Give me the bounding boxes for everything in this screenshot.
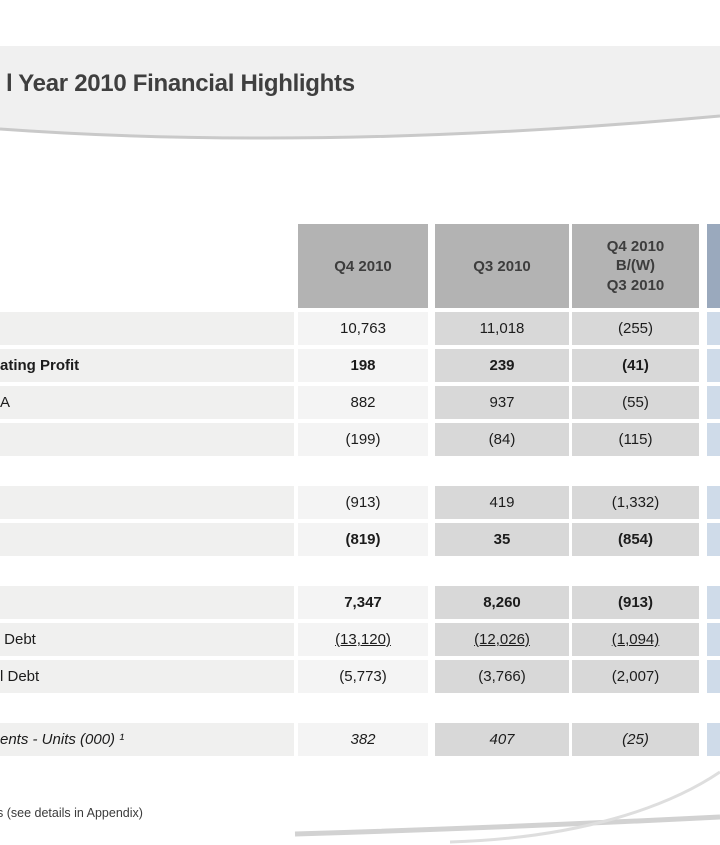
- cell-q4-2010: 7,347: [298, 586, 428, 619]
- cell-q3-2010: 35: [435, 523, 569, 556]
- row-label: [0, 312, 294, 345]
- cell-partial-column: [707, 386, 720, 419]
- table-row: 7,347 8,260 (913): [0, 586, 720, 619]
- table-row: (199) (84) (115): [0, 423, 720, 456]
- table-row: (819) 35 (854): [0, 523, 720, 556]
- cell-partial-column: [707, 660, 720, 693]
- cell-q4-bw-q3: (255): [572, 312, 699, 345]
- cell-q4-bw-q3: (41): [572, 349, 699, 382]
- cell-q4-bw-q3: (25): [572, 723, 699, 756]
- header-q4-bw-q3: Q4 2010 B/(W) Q3 2010: [572, 224, 699, 308]
- table-header-row: Q4 2010 Q3 2010 Q4 2010 B/(W) Q3 2010: [0, 224, 720, 308]
- cell-q3-2010: (84): [435, 423, 569, 456]
- cell-q3-2010: 239: [435, 349, 569, 382]
- cell-q3-2010: (12,026): [435, 623, 569, 656]
- row-label: [0, 523, 294, 556]
- cell-partial-column: [707, 586, 720, 619]
- cell-partial-column: [707, 523, 720, 556]
- cell-q4-bw-q3: (55): [572, 386, 699, 419]
- cell-q3-2010: 937: [435, 386, 569, 419]
- row-separator: [0, 460, 720, 486]
- header-partial-column: [707, 224, 720, 308]
- row-label: l Debt: [0, 660, 294, 693]
- cell-q4-2010: 10,763: [298, 312, 428, 345]
- cell-q4-bw-q3: (854): [572, 523, 699, 556]
- row-label: Debt: [0, 623, 294, 656]
- bottom-swoosh-decoration: [294, 770, 720, 844]
- header-q4-2010: Q4 2010: [298, 224, 428, 308]
- cell-q4-2010: 882: [298, 386, 428, 419]
- cell-partial-column: [707, 349, 720, 382]
- cell-partial-column: [707, 486, 720, 519]
- row-label: [0, 586, 294, 619]
- header-label-spacer: [0, 224, 294, 308]
- row-label: ating Profit: [0, 349, 294, 382]
- row-label: [0, 486, 294, 519]
- cell-partial-column: [707, 623, 720, 656]
- cell-q4-2010: (913): [298, 486, 428, 519]
- cell-q3-2010: 419: [435, 486, 569, 519]
- cell-q4-2010: (13,120): [298, 623, 428, 656]
- cell-q3-2010: (3,766): [435, 660, 569, 693]
- cell-q4-2010: (819): [298, 523, 428, 556]
- table-row: A 882 937 (55): [0, 386, 720, 419]
- cell-partial-column: [707, 312, 720, 345]
- cell-q4-bw-q3: (1,332): [572, 486, 699, 519]
- cell-partial-column: [707, 723, 720, 756]
- row-label: A: [0, 386, 294, 419]
- table-row: ating Profit 198 239 (41): [0, 349, 720, 382]
- table-body: 10,763 11,018 (255) ating Profit 198 239 (41) A…: [0, 312, 720, 756]
- row-label: [0, 423, 294, 456]
- table-row: Debt (13,120) (12,026) (1,094): [0, 623, 720, 656]
- slide-title: l Year 2010 Financial Highlights: [6, 70, 355, 97]
- cell-q4-bw-q3: (2,007): [572, 660, 699, 693]
- cell-q4-2010: (5,773): [298, 660, 428, 693]
- table-row: ents - Units (000) ¹ 382 407 (25): [0, 723, 720, 756]
- footnote: s (see details in Appendix): [0, 806, 143, 820]
- table-row: l Debt (5,773) (3,766) (2,007): [0, 660, 720, 693]
- row-label: ents - Units (000) ¹: [0, 723, 294, 756]
- cell-q3-2010: 11,018: [435, 312, 569, 345]
- cell-q4-bw-q3: (115): [572, 423, 699, 456]
- cell-q3-2010: 407: [435, 723, 569, 756]
- cell-q4-bw-q3: (913): [572, 586, 699, 619]
- cell-q4-bw-q3: (1,094): [572, 623, 699, 656]
- row-separator: [0, 697, 720, 723]
- table-row: (913) 419 (1,332): [0, 486, 720, 519]
- cell-partial-column: [707, 423, 720, 456]
- financial-table: Q4 2010 Q3 2010 Q4 2010 B/(W) Q3 2010 10…: [0, 224, 720, 760]
- cell-q4-2010: (199): [298, 423, 428, 456]
- cell-q3-2010: 8,260: [435, 586, 569, 619]
- row-separator: [0, 560, 720, 586]
- cell-q4-2010: 382: [298, 723, 428, 756]
- cell-q4-2010: 198: [298, 349, 428, 382]
- table-row: 10,763 11,018 (255): [0, 312, 720, 345]
- header-q3-2010: Q3 2010: [435, 224, 569, 308]
